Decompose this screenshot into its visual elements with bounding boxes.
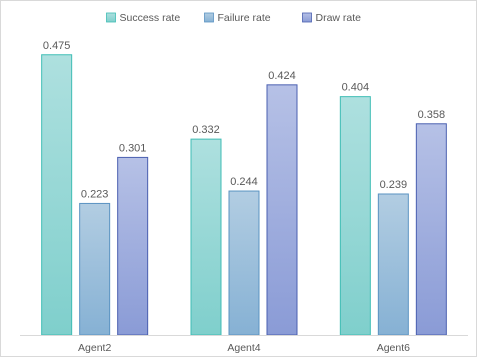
bar-agent2-series-1 [41, 54, 73, 336]
bars-group: 0.475 0.223 0.301 0.332 0.244 0.424 0.404 0.239… [41, 40, 447, 336]
data-label-agent4-series-3: 0.424 [268, 70, 296, 82]
legend-label-3: Draw rate [316, 12, 362, 24]
category-label-agent6: Agent6 [377, 342, 410, 354]
legend-label-1: Success rate [120, 12, 181, 24]
bar-agent2-series-2 [79, 202, 111, 336]
data-label-agent6-series-3: 0.358 [418, 109, 446, 121]
legend: Success rate Failure rate Draw rate [106, 12, 362, 24]
data-label-agent6-series-1: 0.404 [342, 82, 370, 94]
bar-agent4-series-1 [190, 138, 222, 336]
data-label-agent2-series-3: 0.301 [119, 142, 147, 154]
legend-swatch-3 [302, 12, 312, 23]
data-label-agent6-series-2: 0.239 [380, 179, 408, 191]
bar-agent4-series-3 [266, 84, 298, 336]
data-label-agent2-series-1: 0.475 [43, 40, 71, 52]
bar-agent6-series-3 [415, 123, 447, 336]
category-labels: Agent2 Agent4 Agent6 [78, 342, 410, 354]
data-label-agent4-series-2: 0.244 [230, 176, 258, 188]
bar-agent6-series-1 [339, 96, 371, 336]
data-label-agent2-series-2: 0.223 [81, 188, 109, 200]
legend-swatch-1 [106, 12, 116, 23]
legend-label-2: Failure rate [218, 12, 271, 24]
legend-swatch-2 [204, 12, 214, 23]
bar-agent2-series-3 [117, 156, 149, 336]
bar-agent6-series-2 [377, 193, 409, 336]
data-label-agent4-series-1: 0.332 [192, 124, 220, 136]
bar-agent4-series-2 [228, 190, 260, 336]
category-label-agent4: Agent4 [227, 342, 260, 354]
category-label-agent2: Agent2 [78, 342, 111, 354]
